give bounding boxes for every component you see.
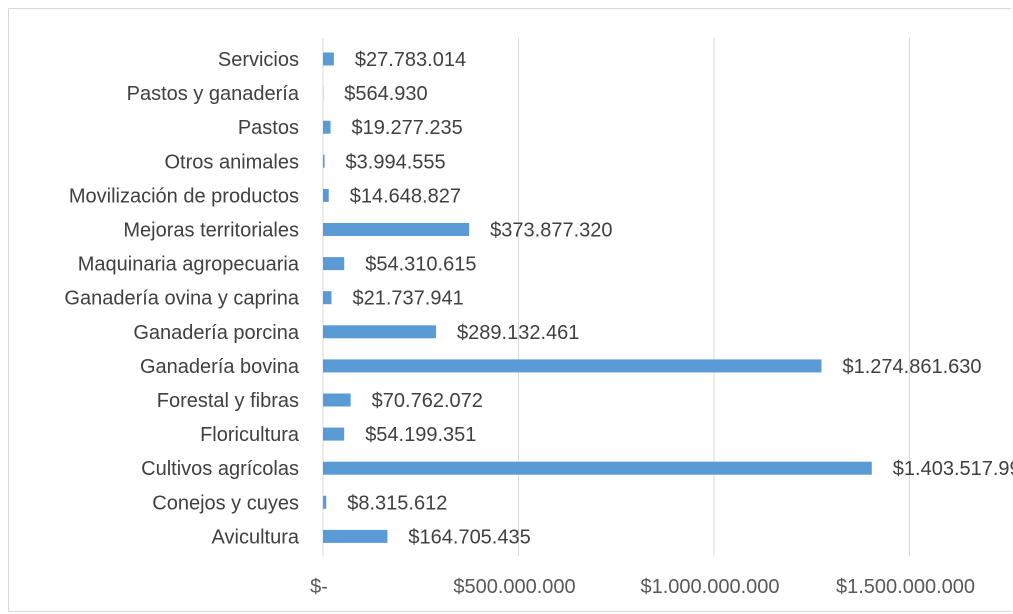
category-label: Ganadería bovina [140,356,300,378]
x-tick-label: $- [310,576,328,598]
category-label: Movilización de productos [69,185,299,207]
bar [323,461,872,475]
data-label: $1.274.861.630 [842,356,981,378]
x-tick-label: $1.500.000.000 [836,576,975,598]
data-label: $54.199.351 [365,424,476,446]
data-labels: $27.783.014 $564.930 $19.277.235 $3.994.555… [344,49,1013,548]
data-label: $164.705.435 [408,526,530,548]
category-label: Servicios [218,49,299,71]
x-tick-label: $1.000.000.000 [640,576,779,598]
category-label: Forestal y fibras [157,390,299,412]
data-label: $564.930 [344,83,427,105]
data-label: $373.877.320 [490,220,612,242]
data-label: $3.994.555 [346,151,446,173]
data-label: $14.648.827 [350,185,461,207]
data-label: $70.762.072 [372,390,483,412]
category-label: Cultivos agrícolas [141,458,299,480]
bar [323,52,334,66]
category-label: Avicultura [212,526,300,548]
bar [323,495,327,509]
chart-area [8,8,1011,612]
data-label: $1.403.517.997 [893,458,1013,480]
x-tick-label: $500.000.000 [453,576,575,598]
data-label: $21.737.941 [352,288,463,310]
category-label: Pastos [238,117,299,139]
data-label: $8.315.612 [347,492,447,514]
category-label: Mejoras territoriales [123,220,299,242]
bar [323,154,325,168]
bar [323,257,345,271]
category-label: Pastos y ganadería [127,83,300,105]
bar [323,529,388,543]
bar [323,427,345,441]
data-label: $289.132.461 [457,322,579,344]
bars [323,52,872,543]
bar [323,359,822,373]
category-labels: Servicios Pastos y ganadería Pastos Otros a… [64,49,299,548]
category-label: Floricultura [200,424,300,446]
category-label: Maquinaria agropecuaria [78,254,300,276]
category-label: Ganadería porcina [133,322,300,344]
bar [323,188,329,202]
bar [323,393,351,407]
bar [323,325,437,339]
bar [323,291,332,305]
x-axis-tick-labels: $- $500.000.000 $1.000.000.000 $1.500.000.0… [310,576,975,598]
category-label: Conejos y cuyes [152,492,299,514]
category-label: Ganadería ovina y caprina [64,288,299,310]
bar [323,223,470,236]
data-label: $54.310.615 [365,254,476,276]
bar [323,120,331,134]
data-label: $27.783.014 [355,49,466,71]
data-label: $19.277.235 [352,117,463,139]
category-label: Otros animales [165,151,300,173]
